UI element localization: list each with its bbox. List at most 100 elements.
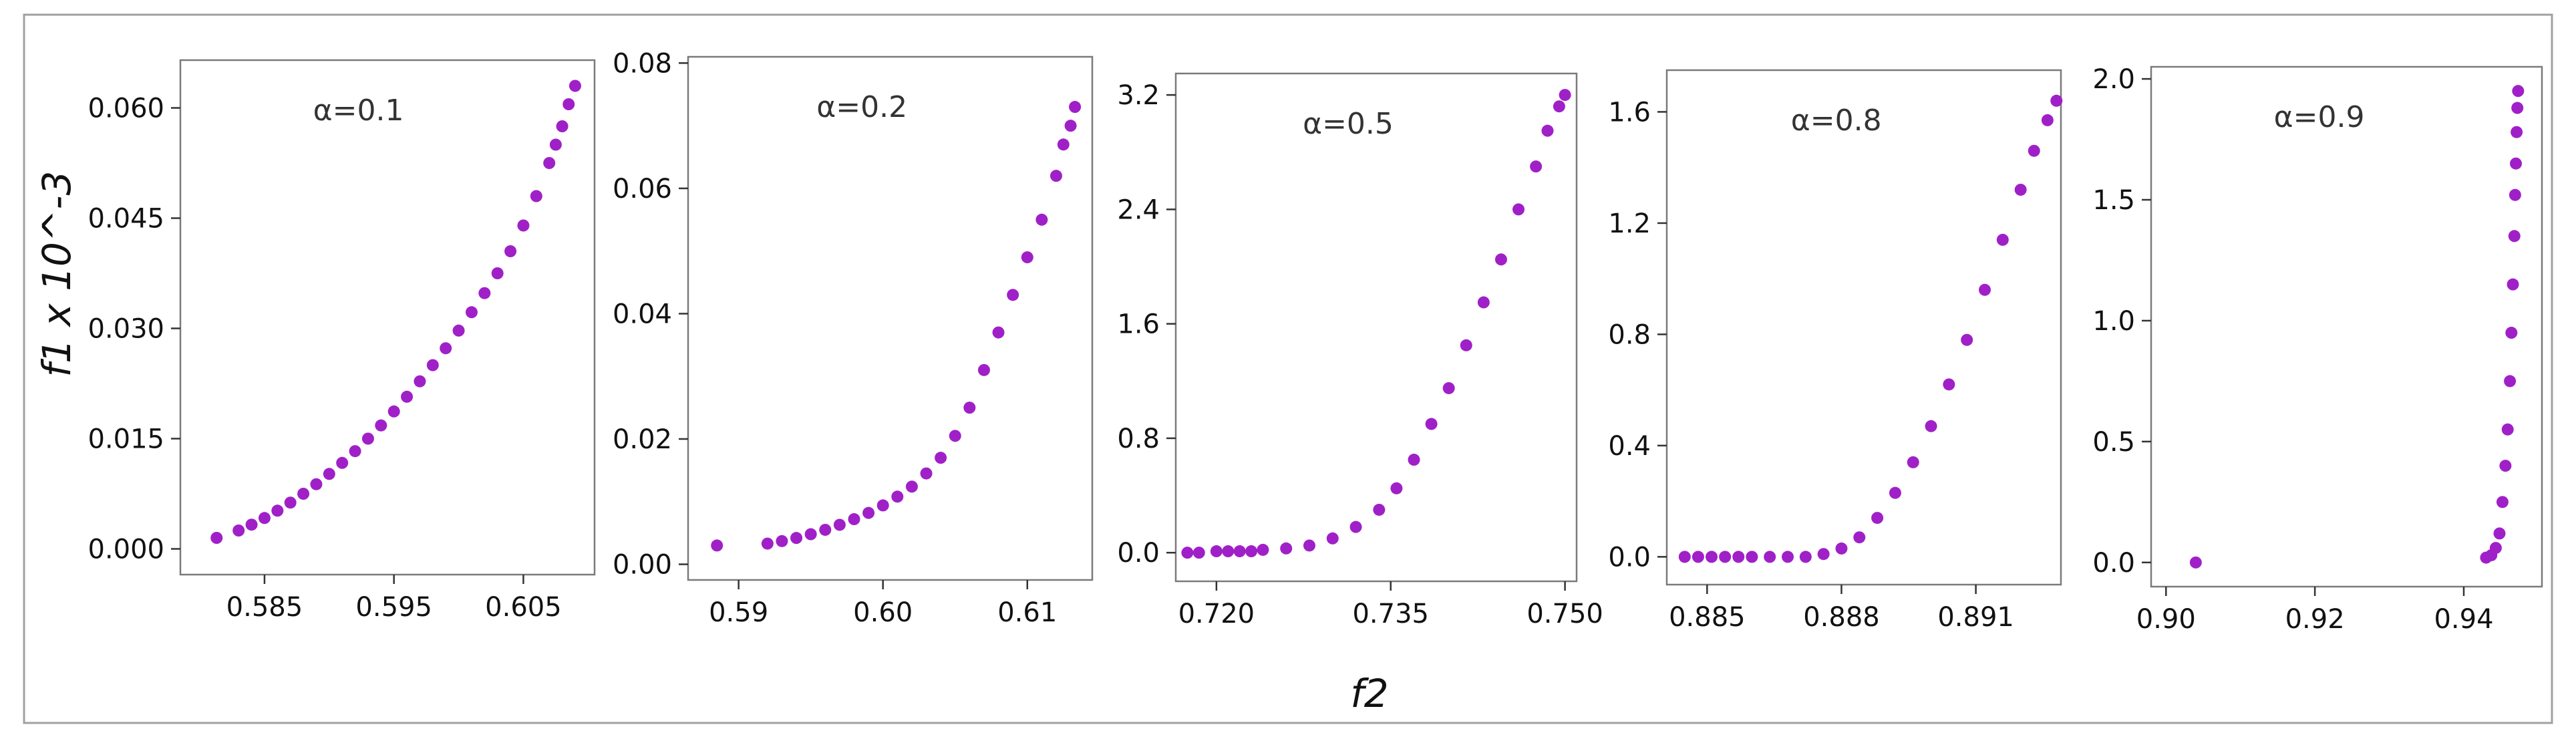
x-tick-label: 0.90 — [2136, 604, 2196, 635]
data-point — [1979, 283, 1991, 296]
data-point — [232, 525, 245, 537]
y-tick-label: 0.08 — [613, 48, 672, 79]
x-tick-label: 0.605 — [485, 592, 562, 623]
data-point — [1719, 551, 1732, 563]
x-tick-label: 0.585 — [226, 592, 303, 623]
data-point — [2511, 126, 2523, 138]
data-point — [1799, 551, 1812, 563]
data-point — [310, 478, 323, 490]
data-point — [1706, 551, 1718, 563]
data-point — [2504, 375, 2517, 388]
data-point — [1021, 251, 1033, 264]
data-point — [543, 157, 556, 169]
scatter-panel-2: 0.00 0.02 0.04 0.06 0.08 0.59 0.60 0.61 α=0.2 — [613, 48, 1094, 628]
y-tick-label: 0.5 — [2092, 427, 2135, 458]
data-point — [465, 306, 478, 319]
y-tick-label: 0.0 — [1117, 538, 1160, 569]
data-point — [1064, 120, 1077, 132]
data-point — [1477, 296, 1490, 309]
data-point — [2041, 114, 2054, 126]
data-point — [1692, 551, 1704, 563]
data-point — [2510, 157, 2522, 170]
data-point — [1373, 503, 1386, 516]
x-tick-label: 0.735 — [1352, 599, 1429, 629]
data-point — [1192, 547, 1205, 559]
data-point — [2507, 278, 2519, 291]
data-point — [297, 488, 310, 500]
data-point — [1732, 551, 1745, 563]
data-point — [1257, 543, 1269, 556]
data-point — [949, 430, 961, 442]
data-point — [504, 245, 517, 257]
data-point — [1222, 545, 1235, 558]
y-tick-label: 0.8 — [1608, 319, 1651, 350]
data-point — [2050, 94, 2063, 107]
data-point — [1925, 420, 1937, 432]
y-tick-label: 2.0 — [2092, 64, 2135, 95]
panel-title: α=0.9 — [2274, 100, 2365, 134]
data-point — [1425, 418, 1438, 430]
data-point — [562, 98, 575, 110]
y-tick-label: 0.06 — [613, 174, 672, 204]
y-tick-label: 1.0 — [2092, 306, 2135, 337]
data-point — [1460, 339, 1472, 351]
panel-title: α=0.1 — [313, 94, 404, 128]
plot-frame — [1665, 69, 2062, 586]
data-point — [963, 402, 976, 414]
data-point — [1408, 454, 1420, 466]
data-point — [361, 432, 374, 445]
data-point — [556, 120, 569, 132]
data-point — [2499, 460, 2512, 472]
data-point — [210, 532, 223, 544]
panel-title: α=0.5 — [1303, 107, 1394, 141]
scatter-panel-1: 0.000 0.015 0.030 0.045 0.060 0.585 0.595 0.605… — [88, 59, 596, 623]
data-point — [1541, 124, 1554, 137]
data-point — [401, 390, 414, 403]
data-point — [1961, 333, 1973, 346]
y-tick-label: 0.0 — [2092, 548, 2135, 579]
data-point — [2489, 542, 2502, 555]
data-point — [1553, 100, 1565, 113]
x-tick-label: 0.59 — [709, 597, 768, 628]
y-tick-label: 0.8 — [1117, 424, 1160, 454]
data-point — [2509, 188, 2521, 201]
y-tick-label: 1.6 — [1608, 97, 1651, 128]
x-tick-label: 0.888 — [1803, 602, 1880, 633]
data-point — [258, 512, 271, 525]
x-tick-label: 0.891 — [1937, 602, 2014, 633]
data-point — [711, 539, 723, 552]
data-point — [804, 528, 817, 541]
data-point — [1559, 89, 1571, 102]
data-point — [1943, 378, 1955, 391]
data-point — [530, 190, 542, 202]
y-tick-label: 0.4 — [1608, 431, 1651, 462]
data-point — [1512, 203, 1525, 216]
data-point — [1245, 545, 1258, 558]
x-tick-label: 0.92 — [2285, 604, 2345, 635]
y-tick-label: 1.6 — [1117, 309, 1160, 340]
data-point — [992, 326, 1005, 339]
data-point — [478, 287, 491, 299]
data-point — [1303, 539, 1315, 552]
data-point — [862, 506, 875, 519]
data-point — [935, 452, 947, 464]
data-point — [452, 324, 465, 337]
data-point — [349, 445, 361, 458]
data-point — [833, 518, 846, 531]
y-tick-label: 2.4 — [1117, 194, 1160, 225]
data-point — [387, 405, 400, 418]
data-point — [1530, 160, 1543, 173]
data-point — [1233, 545, 1246, 558]
y-tick-label: 0.00 — [613, 550, 672, 581]
data-point — [819, 523, 832, 536]
data-point — [2512, 85, 2525, 98]
y-tick-label: 0.02 — [613, 424, 672, 455]
data-point — [977, 363, 990, 376]
data-point — [1442, 382, 1455, 394]
data-point — [517, 219, 530, 232]
scatter-panel-3: 0.0 0.8 1.6 2.4 3.2 0.720 0.735 0.750 α=0.5 — [1117, 72, 1603, 629]
data-point — [2501, 423, 2514, 436]
data-point — [876, 499, 889, 512]
y-tick-label: 0.045 — [88, 204, 164, 235]
data-point — [1181, 547, 1194, 559]
